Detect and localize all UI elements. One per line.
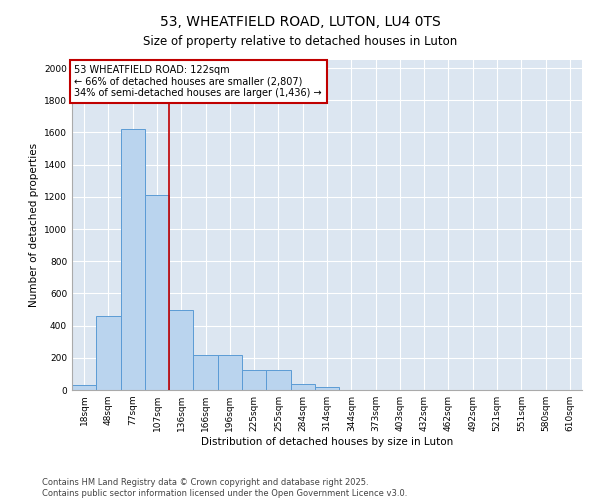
Text: 53, WHEATFIELD ROAD, LUTON, LU4 0TS: 53, WHEATFIELD ROAD, LUTON, LU4 0TS — [160, 15, 440, 29]
X-axis label: Distribution of detached houses by size in Luton: Distribution of detached houses by size … — [201, 437, 453, 447]
Bar — [218, 356, 242, 390]
Text: 53 WHEATFIELD ROAD: 122sqm
← 66% of detached houses are smaller (2,807)
34% of s: 53 WHEATFIELD ROAD: 122sqm ← 66% of deta… — [74, 65, 322, 98]
Bar — [242, 370, 266, 390]
Bar — [145, 195, 169, 390]
Bar — [72, 385, 96, 390]
Bar — [315, 387, 339, 390]
Text: Contains HM Land Registry data © Crown copyright and database right 2025.
Contai: Contains HM Land Registry data © Crown c… — [42, 478, 407, 498]
Bar — [290, 384, 315, 390]
Text: Size of property relative to detached houses in Luton: Size of property relative to detached ho… — [143, 35, 457, 48]
Bar — [266, 370, 290, 390]
Bar — [121, 129, 145, 390]
Bar — [96, 316, 121, 390]
Bar — [169, 310, 193, 390]
Bar — [193, 356, 218, 390]
Y-axis label: Number of detached properties: Number of detached properties — [29, 143, 38, 307]
